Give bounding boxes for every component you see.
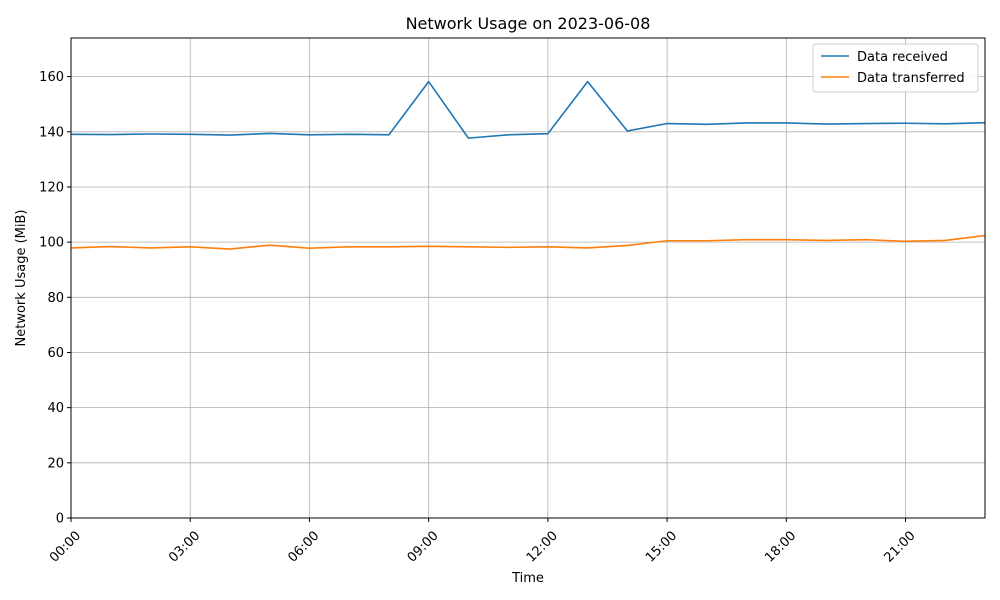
x-tick-label: 06:00 [285, 528, 322, 565]
x-tick-label: 00:00 [47, 528, 84, 565]
y-tick-label: 40 [47, 401, 64, 416]
y-tick-label: 0 [56, 512, 64, 527]
legend: Data received Data transferred [812, 43, 979, 93]
y-tick-label: 100 [39, 236, 64, 251]
y-tick-label: 60 [47, 346, 64, 361]
y-axis: 0 20 40 60 80 100 120 140 160 [39, 70, 71, 527]
legend-label-data-transferred: Data transferred [857, 71, 965, 86]
x-tick-label: 18:00 [762, 528, 799, 565]
legend-label-data-received: Data received [857, 50, 948, 65]
series-line-data-received [70, 80, 986, 139]
x-tick-label: 21:00 [881, 528, 918, 565]
x-tick-label: 09:00 [405, 528, 442, 565]
series-line-data-transferred [70, 234, 986, 250]
chart-title: Network Usage on 2023-06-08 [406, 14, 651, 33]
x-axis-label: Time [511, 571, 544, 586]
y-tick-label: 160 [39, 70, 64, 85]
x-tick-label: 03:00 [166, 528, 203, 565]
plot-frame [70, 37, 986, 519]
y-tick-label: 80 [47, 291, 64, 306]
y-tick-label: 140 [39, 125, 64, 140]
series-lines [70, 80, 986, 250]
y-axis-label: Network Usage (MiB) [14, 210, 29, 347]
y-tick-label: 20 [47, 456, 64, 471]
x-tick-label: 12:00 [524, 528, 561, 565]
x-tick-label: 15:00 [643, 528, 680, 565]
x-axis: 00:00 03:00 06:00 09:00 12:00 15:00 18:00 21:00 [47, 518, 919, 566]
legend-box [812, 43, 979, 93]
y-tick-label: 120 [39, 180, 64, 195]
grid-lines [70, 38, 985, 519]
